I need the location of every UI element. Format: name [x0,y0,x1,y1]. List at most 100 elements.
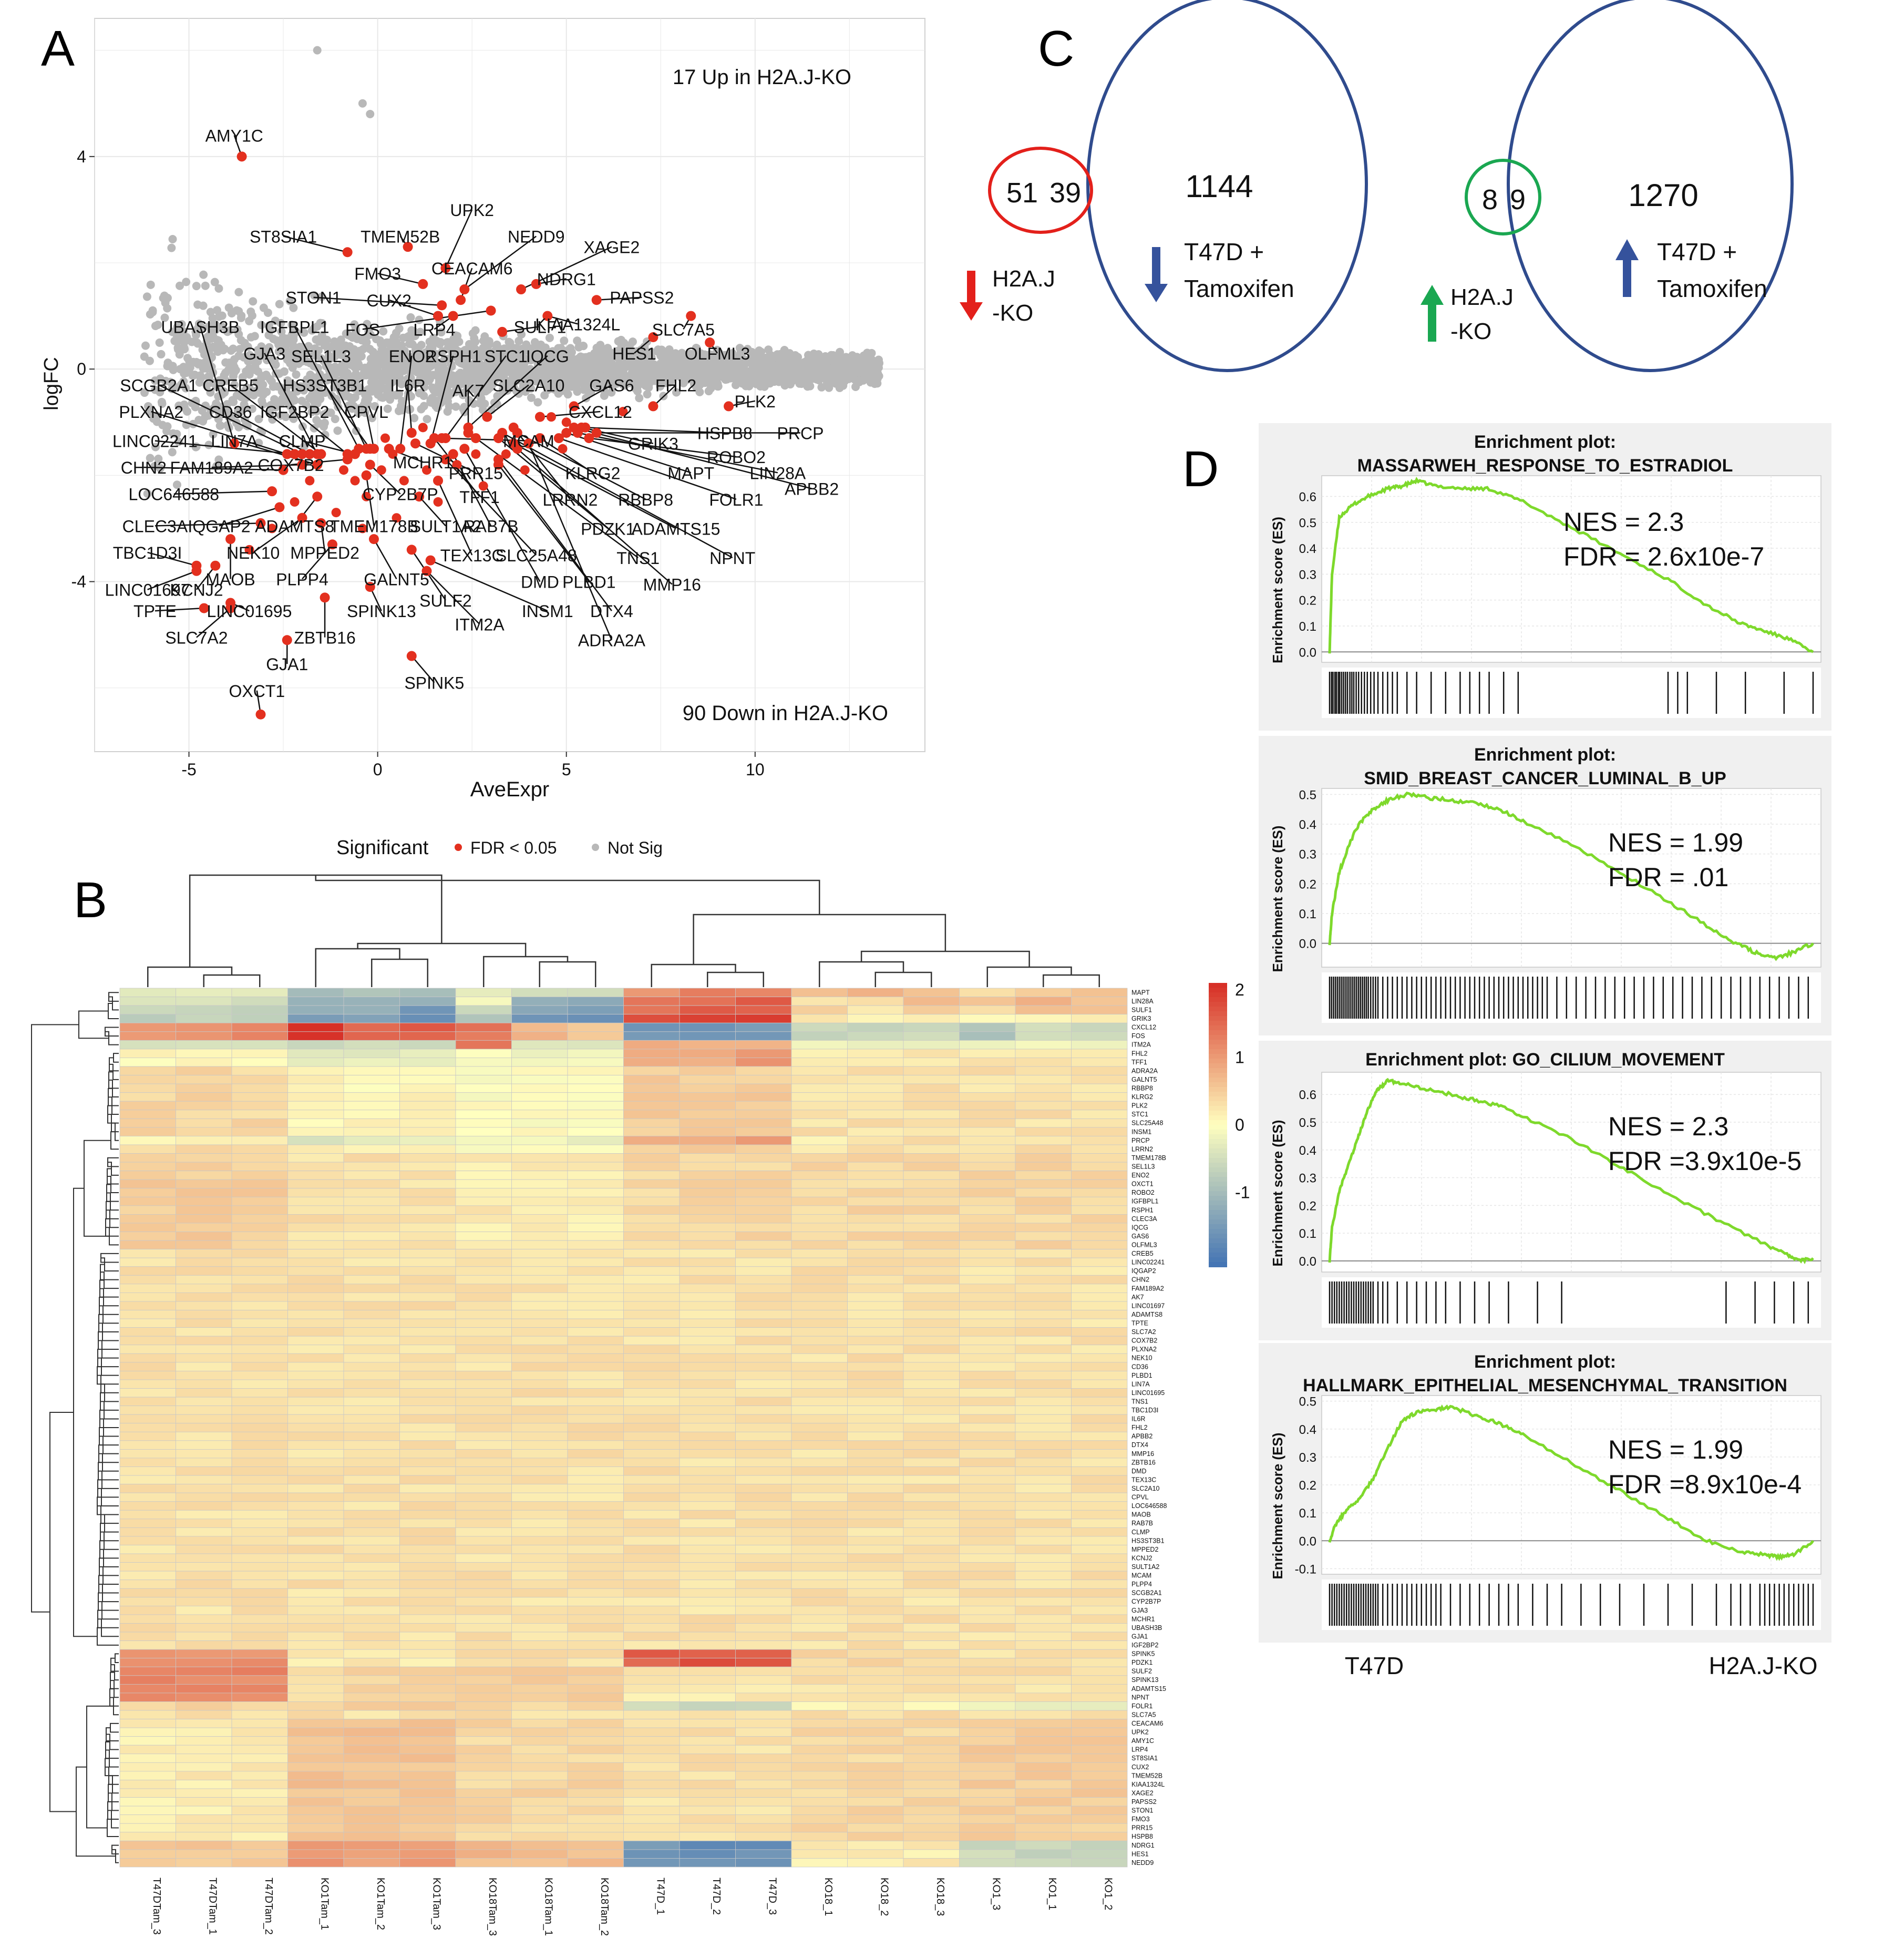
heatmap-cell [567,1136,624,1145]
heatmap-cell [1071,1406,1128,1415]
heatmap-cell [735,1780,792,1789]
row-label: KLRG2 [1131,1093,1153,1101]
heatmap-cell [399,1614,456,1624]
sig-point [471,449,481,459]
heatmap-cell [735,1345,792,1354]
heatmap-cell [119,1022,176,1032]
dendrogram-branch [73,1187,97,1637]
heatmap-cell [791,1049,848,1058]
heatmap-cell [567,1719,624,1728]
heatmap-cell [623,1014,680,1023]
gene-label: SULF1 [514,317,567,336]
heatmap-cell [903,1240,960,1250]
gene-label: SCGB2A1 [120,376,198,395]
heatmap-cell [231,1675,288,1685]
heatmap-cell [959,1293,1016,1302]
not-sig-point [358,99,367,108]
heatmap-cell [1015,1693,1072,1702]
heatmap-cell [176,1232,232,1241]
heatmap-cell [343,1110,400,1119]
heatmap-cell [231,1005,288,1015]
heatmap-cell [1015,1788,1072,1798]
heatmap-cell [735,1510,792,1520]
heatmap-cell [1071,1649,1128,1659]
heatmap-cell [399,1588,456,1598]
heatmap-cell [623,1205,680,1215]
row-label: SLC25A48 [1131,1120,1164,1127]
heatmap-cell [959,1205,1016,1215]
heatmap-cell [679,988,736,997]
heatmap-cell [1071,1579,1128,1589]
dendrogram-branch [539,961,596,987]
heatmap-cell [119,1675,176,1685]
heatmap-cell [1015,1710,1072,1719]
dendrogram-branch [371,958,428,987]
heatmap-cell [176,1475,232,1485]
not-sig-point [224,303,233,312]
heatmap-cell [455,1423,512,1432]
heatmap-cell [119,1293,176,1302]
heatmap-cell [1015,1745,1072,1755]
heatmap-cell [959,1753,1016,1763]
heatmap-cell [231,1693,288,1702]
heatmap-cell [511,1727,568,1737]
heatmap-cell [231,1823,288,1833]
not-sig-point [229,344,238,353]
heatmap-cell [567,1223,624,1232]
heatmap-cell [1015,1701,1072,1711]
heatmap-cell [567,1014,624,1023]
heatmap-cell [679,1814,736,1824]
heatmap-cell [1071,1492,1128,1502]
heatmap-cell [791,1022,848,1032]
heatmap-cell [679,1658,736,1667]
x-tick-label: 10 [746,760,765,779]
heatmap-cell [679,1083,736,1093]
heatmap-cell [623,1196,680,1206]
sig-point [534,412,545,422]
heatmap-cell [399,1849,456,1859]
not-sig-point [459,404,468,413]
heatmap-cell [119,1301,176,1310]
heatmap-cell [847,1614,904,1624]
dendrogram-branch [115,1653,119,1663]
heatmap-cell [903,1327,960,1337]
heatmap-cell [1015,1345,1072,1354]
heatmap-cell [735,1614,792,1624]
heatmap-cell [791,1710,848,1719]
heatmap-cell [399,1196,456,1206]
heatmap-cell [903,1171,960,1180]
heatmap-cell [791,1449,848,1459]
gene-label: TEX13C [440,546,504,565]
heatmap-cell [679,1406,736,1415]
heatmap-cell [959,1022,1016,1032]
heatmap-cell [511,1545,568,1554]
heatmap-cell [623,1249,680,1258]
row-label: STC1 [1131,1111,1148,1118]
heatmap-cell [959,1318,1016,1328]
heatmap-cell [903,1719,960,1728]
heatmap-cell [791,1031,848,1041]
heatmap-cell [623,1397,680,1407]
gene-label: HS3ST3B1 [283,376,367,395]
heatmap-cell [287,1475,344,1485]
heatmap-cell [231,1806,288,1816]
gene-label: UPK2 [450,201,494,220]
not-sig-point [587,360,596,369]
heatmap-cell [735,1101,792,1111]
row-label: CXCL12 [1131,1024,1156,1031]
heatmap-cell [455,1745,512,1755]
heatmap-cell [1071,1092,1128,1102]
heatmap-cell [735,1440,792,1450]
heatmap-cell [511,1666,568,1676]
heatmap-cell [399,1022,456,1032]
down-annotation: 90 Down in H2A.J-KO [683,702,888,725]
legend-notsig-label: Not Sig [608,838,663,857]
not-sig-point [399,333,408,342]
heatmap-cell [623,1327,680,1337]
heatmap-cell [119,1223,176,1232]
heatmap-cell [567,1101,624,1111]
heatmap-cell [511,1232,568,1241]
heatmap-cell [231,1370,288,1380]
not-sig-point [603,344,612,353]
sig-point [210,560,221,571]
